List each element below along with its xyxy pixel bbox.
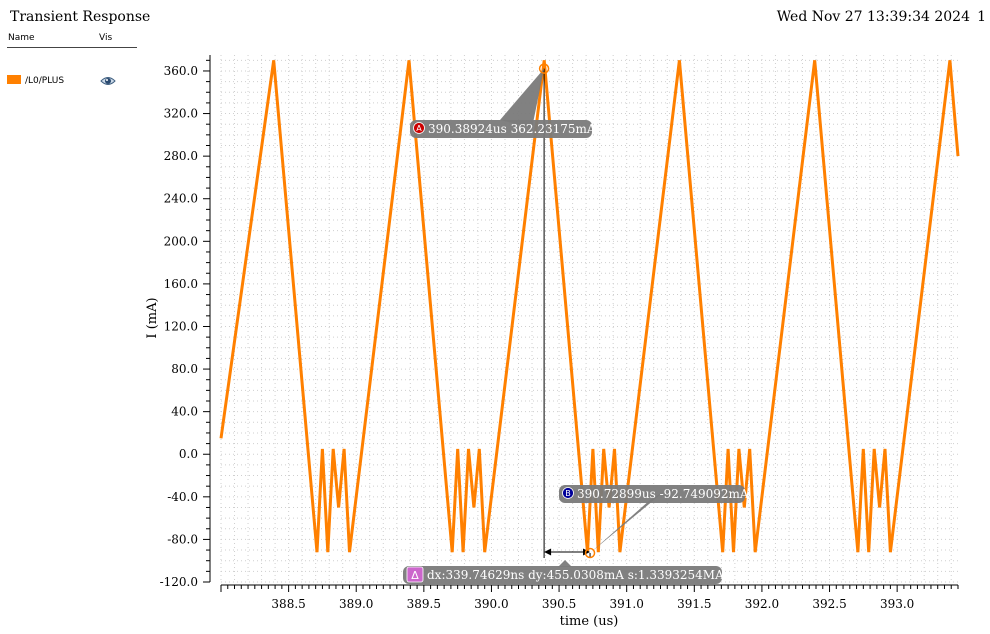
y-tick-label: 280.0 [164, 149, 198, 163]
marker-b-label-badge-letter: B [565, 489, 571, 498]
y-tick-label: 360.0 [164, 64, 198, 78]
x-tick-label: 390.0 [474, 597, 508, 611]
legend-item-label: /L0/PLUS [25, 76, 65, 86]
marker-a-label-text: 390.38924us 362.23175mA [428, 122, 596, 136]
x-tick-label: 393.0 [880, 597, 914, 611]
delta-pointer [558, 560, 572, 567]
legend-header: Name Vis [7, 33, 137, 48]
delta-badge-symbol: Δ [411, 569, 419, 582]
y-tick-label: -40.0 [167, 490, 198, 504]
marker-b-label-text: 390.72899us -92.749092mA [577, 487, 749, 501]
marker-b-label-badge [562, 487, 574, 499]
eye-icon[interactable] [100, 75, 116, 90]
y-tick-label: 0.0 [179, 447, 198, 461]
marker-a-label[interactable]: A 390.38924us 362.23175mA [410, 120, 596, 138]
marker-a-label-box [410, 120, 592, 138]
x-tick-label: 391.5 [677, 597, 711, 611]
legend-item[interactable]: /L0/PLUS [7, 73, 137, 89]
marker-a-pointer [500, 68, 545, 128]
series-color-swatch [7, 75, 21, 84]
marker-b-label[interactable]: B 390.72899us -92.749092mA [559, 485, 749, 503]
delta-label-text: dx:339.74629ns dy:455.0308mA s:1.3393254… [427, 568, 734, 582]
y-tick-label: 200.0 [164, 234, 198, 248]
series-line [219, 60, 960, 553]
axes [209, 55, 958, 586]
marker-a-point [538, 63, 550, 74]
marker-b-point [584, 547, 596, 559]
x-tick-label: 388.5 [271, 597, 305, 611]
delta-arrow-left [544, 548, 552, 556]
timestamp: Wed Nov 27 13:39:34 2024 [776, 9, 970, 25]
marker-a-label-badge [413, 122, 425, 134]
x-tick-label: 389.5 [407, 597, 441, 611]
page-number: 1 [977, 9, 986, 25]
y-tick-label: 240.0 [164, 192, 198, 206]
x-tick-label: 391.0 [610, 597, 644, 611]
y-axis-title: I (mA) [145, 297, 160, 338]
y-tick-label: 320.0 [164, 107, 198, 121]
ticks: 388.5 389.0 389.5 390.0 390.5 391.0 391.5 392.0… [160, 59, 959, 611]
x-tick-label: 392.0 [745, 597, 779, 611]
x-tick-label: 389.0 [339, 597, 373, 611]
marker-b-pointer [590, 490, 666, 553]
x-axis-title: time (us) [560, 614, 619, 629]
x-tick-label: 390.5 [542, 597, 576, 611]
y-tick-label: -80.0 [167, 532, 198, 546]
y-tick-label: 120.0 [164, 319, 198, 333]
legend-header-vis[interactable]: Vis [99, 33, 113, 43]
y-tick-label: 40.0 [171, 405, 198, 419]
delta-label-box [403, 566, 722, 584]
y-tick-label: -120.0 [160, 575, 198, 589]
x-tick-label: 392.5 [812, 597, 846, 611]
chart-window-title: Transient Response [10, 9, 151, 25]
delta-arrow-right [583, 548, 591, 556]
delta-badge [406, 566, 424, 583]
marker-b-label-box [559, 485, 745, 503]
y-tick-label: 80.0 [171, 362, 198, 376]
series-group [219, 60, 960, 553]
marker-group[interactable]: A 390.38924us 362.23175mA B 390.72899us -92… [403, 63, 749, 584]
legend-header-name: Name [8, 33, 35, 43]
y-tick-label: 160.0 [164, 277, 198, 291]
marker-a-label-badge-letter: A [416, 124, 422, 133]
